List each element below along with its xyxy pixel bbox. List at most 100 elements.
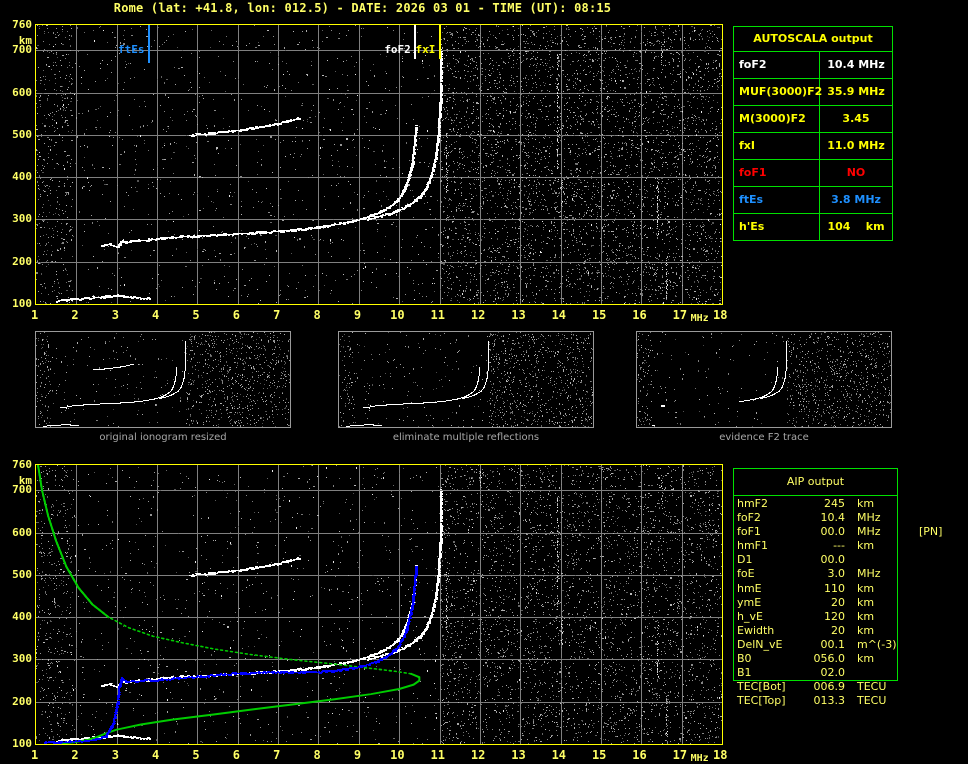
x-tick-3: 3 bbox=[111, 748, 119, 762]
autoscala-key: foF1 bbox=[734, 160, 820, 186]
marker-line-ftEs bbox=[147, 25, 150, 63]
aip-key: hmF1 bbox=[737, 539, 769, 553]
aip-value: 00.1 bbox=[820, 637, 846, 651]
x-tick-18: 18 bbox=[713, 748, 728, 762]
aip-unit: MHz bbox=[857, 525, 881, 539]
x-tick-2: 2 bbox=[71, 748, 79, 762]
aip-key: foF2 bbox=[737, 511, 761, 525]
autoscala-row: MUF(3000)F2 35.9 MHz bbox=[734, 79, 892, 106]
thumbnail-caption-original: original ionogram resized bbox=[99, 432, 227, 443]
aip-unit: MHz bbox=[857, 567, 881, 581]
x-tick-15: 15 bbox=[591, 748, 607, 762]
y-tick-300: 300 bbox=[12, 212, 32, 226]
y-tick-500: 500 bbox=[12, 567, 32, 581]
y-tick-200: 200 bbox=[12, 694, 32, 708]
x-tick-5: 5 bbox=[192, 308, 200, 322]
aip-row: h_vE 120 km bbox=[733, 610, 963, 624]
y-tick-100: 100 bbox=[12, 737, 32, 750]
thumbnail-evidence-f2-trace[interactable] bbox=[636, 331, 892, 428]
aip-value: 006.9 bbox=[813, 680, 846, 694]
x-tick-7: 7 bbox=[273, 748, 281, 762]
aip-unit: m^(-3) bbox=[857, 637, 897, 651]
autoscala-row: fxI 11.0 MHz bbox=[734, 133, 892, 160]
aip-unit: km bbox=[857, 497, 875, 510]
x-tick-6: 6 bbox=[232, 308, 240, 322]
main-ionogram-panel: ftEs foF2 fxI 760 700 600 500 400 300 200 100 km… bbox=[0, 18, 727, 324]
x-tick-9: 9 bbox=[353, 748, 362, 762]
y-tick-300: 300 bbox=[12, 652, 32, 666]
aip-value: 00.0 bbox=[820, 553, 846, 567]
y-tick-600: 600 bbox=[12, 85, 32, 99]
aip-row: hmF2 245 km bbox=[733, 497, 963, 511]
x-tick-17: 17 bbox=[672, 748, 688, 762]
autoscala-key: ftEs bbox=[734, 187, 820, 213]
profile-ionogram-plot[interactable] bbox=[35, 464, 723, 745]
x-tick-1: 1 bbox=[31, 748, 39, 762]
aip-row: foF2 10.4 MHz bbox=[733, 511, 963, 525]
marker-label-foF2: foF2 bbox=[384, 43, 411, 56]
y-tick-100: 100 bbox=[12, 297, 32, 310]
x-tick-11: 11 bbox=[430, 748, 445, 762]
aip-unit: TECU bbox=[857, 694, 887, 708]
x-tick-16: 16 bbox=[632, 748, 647, 762]
aip-row: TEC[Bot] 006.9 TECU bbox=[733, 680, 963, 694]
aip-row: TEC[Top] 013.3 TECU bbox=[733, 694, 963, 708]
aip-row: B1 02.0 bbox=[733, 666, 963, 680]
aip-output-box: AIP output bbox=[733, 468, 898, 681]
aip-key: Ewidth bbox=[737, 623, 775, 637]
aip-extra: [PN] bbox=[919, 525, 943, 539]
aip-row: ymE 20 km bbox=[733, 596, 963, 610]
aip-unit: TECU bbox=[857, 680, 887, 694]
aip-key: hmF2 bbox=[737, 497, 769, 510]
y-tick-760: 760 bbox=[12, 18, 32, 31]
y-tick-200: 200 bbox=[12, 254, 32, 268]
y-tick-600: 600 bbox=[12, 525, 32, 539]
y-tick-700: 700 bbox=[12, 483, 32, 497]
x-tick-4: 4 bbox=[152, 748, 160, 762]
x-tick-5: 5 bbox=[192, 748, 200, 762]
y-axis-unit: km bbox=[18, 474, 32, 487]
aip-title: AIP output bbox=[734, 469, 897, 496]
aip-unit: km bbox=[857, 595, 875, 609]
aip-unit: MHz bbox=[857, 511, 881, 525]
autoscala-value: 104 km bbox=[827, 220, 885, 233]
aip-key: foE bbox=[737, 567, 755, 581]
x-tick-13: 13 bbox=[511, 308, 526, 322]
thumbnail-eliminate-reflections[interactable] bbox=[338, 331, 594, 428]
aip-value: 110 bbox=[824, 581, 845, 595]
aip-key: hmE bbox=[737, 581, 762, 595]
autoscala-key: M(3000)F2 bbox=[734, 106, 820, 132]
x-tick-1: 1 bbox=[31, 308, 39, 322]
aip-row: DelN_vE 00.1 m^(-3) bbox=[733, 638, 963, 652]
autoscala-output-table: AUTOSCALA output foF2 10.4 MHz MUF(3000)F2… bbox=[733, 26, 893, 241]
autoscala-key: foF2 bbox=[734, 52, 820, 78]
aip-value: 120 bbox=[824, 609, 845, 623]
x-axis-unit: MHz bbox=[690, 313, 709, 324]
autoscala-row: foF2 10.4 MHz bbox=[734, 52, 892, 79]
autoscala-value: 3.45 bbox=[842, 112, 870, 125]
aip-key: h_vE bbox=[737, 609, 763, 623]
y-axis-unit: km bbox=[18, 34, 32, 47]
aip-unit: km bbox=[857, 623, 875, 637]
x-tick-15: 15 bbox=[591, 308, 607, 322]
y-tick-700: 700 bbox=[12, 43, 32, 57]
aip-value: --- bbox=[833, 539, 845, 553]
aip-row: foF1 00.0 MHz [PN] bbox=[733, 525, 963, 539]
thumbnail-original-ionogram[interactable] bbox=[35, 331, 291, 428]
aip-row: hmE 110 km bbox=[733, 582, 963, 596]
aip-unit: km bbox=[857, 539, 875, 553]
autoscala-value: 11.0 MHz bbox=[827, 139, 885, 152]
aip-key: D1 bbox=[737, 553, 753, 567]
x-tick-14: 14 bbox=[551, 308, 567, 322]
aip-value: 245 bbox=[824, 497, 845, 510]
x-tick-8: 8 bbox=[313, 308, 321, 322]
aip-value: 20 bbox=[831, 623, 845, 637]
main-ionogram-plot[interactable]: ftEs foF2 fxI bbox=[35, 24, 723, 305]
x-tick-12: 12 bbox=[470, 308, 486, 322]
x-tick-10: 10 bbox=[390, 308, 405, 322]
autoscala-row: ftEs 3.8 MHz bbox=[734, 187, 892, 214]
marker-line-fxI bbox=[438, 25, 441, 59]
autoscala-row: foF1 NO bbox=[734, 160, 892, 187]
aip-row: B0 056.0 km bbox=[733, 652, 963, 666]
thumbnail-caption-eliminate: eliminate multiple reflections bbox=[392, 432, 540, 443]
